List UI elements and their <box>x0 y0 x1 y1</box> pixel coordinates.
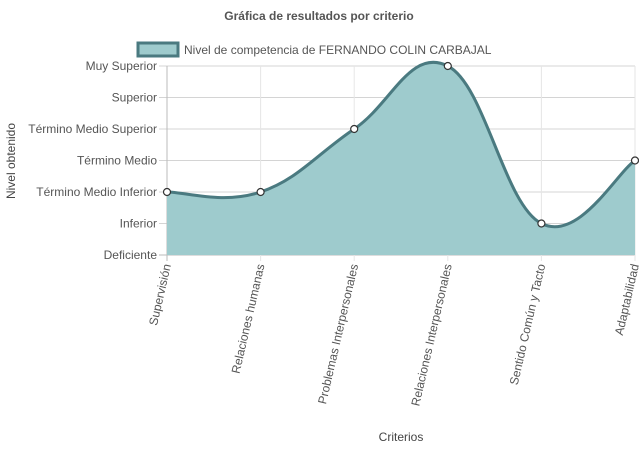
y-tick-label: Superior <box>112 91 157 105</box>
x-tick-label: Supervisión <box>146 263 174 327</box>
y-tick-label: Término Medio <box>77 154 157 168</box>
y-tick-label: Término Medio Superior <box>28 122 157 136</box>
y-tick-label: Muy Superior <box>86 59 157 73</box>
x-tick-label: Sentido Común y Tacto <box>507 262 549 386</box>
data-point[interactable] <box>630 156 639 165</box>
x-axis-title: Criterios <box>379 430 424 444</box>
y-axis-title: Nivel obtenido <box>4 123 18 199</box>
series-area <box>167 62 635 256</box>
x-tick-label: Relaciones humanas <box>229 263 268 375</box>
plot-area <box>162 60 639 256</box>
x-tick-label: Relaciones Interpersonales <box>408 263 454 408</box>
data-point[interactable] <box>256 187 265 197</box>
y-tick-label: Inferior <box>120 217 157 231</box>
chart-title: Gráfica de resultados por criterio <box>224 9 413 23</box>
x-tick-label: Problemas Interpersonales <box>315 263 361 406</box>
data-point[interactable] <box>443 61 452 71</box>
x-tick-label: Adaptabilidad <box>612 263 639 337</box>
data-point[interactable] <box>537 219 546 228</box>
legend-swatch <box>136 41 180 58</box>
legend-label: Nivel de competencia de FERNANDO COLIN C… <box>184 43 492 57</box>
y-tick-label: Deficiente <box>104 248 158 262</box>
legend[interactable]: Nivel de competencia de FERNANDO COLIN C… <box>136 41 492 58</box>
x-tick-labels: Supervisión Relaciones humanas Problemas I… <box>146 262 639 407</box>
data-point[interactable] <box>162 187 172 197</box>
data-point[interactable] <box>350 124 359 134</box>
y-tick-label: Término Medio Inferior <box>36 185 157 199</box>
y-tick-labels: Deficiente Inferior Término Medio Inferior… <box>28 59 157 262</box>
